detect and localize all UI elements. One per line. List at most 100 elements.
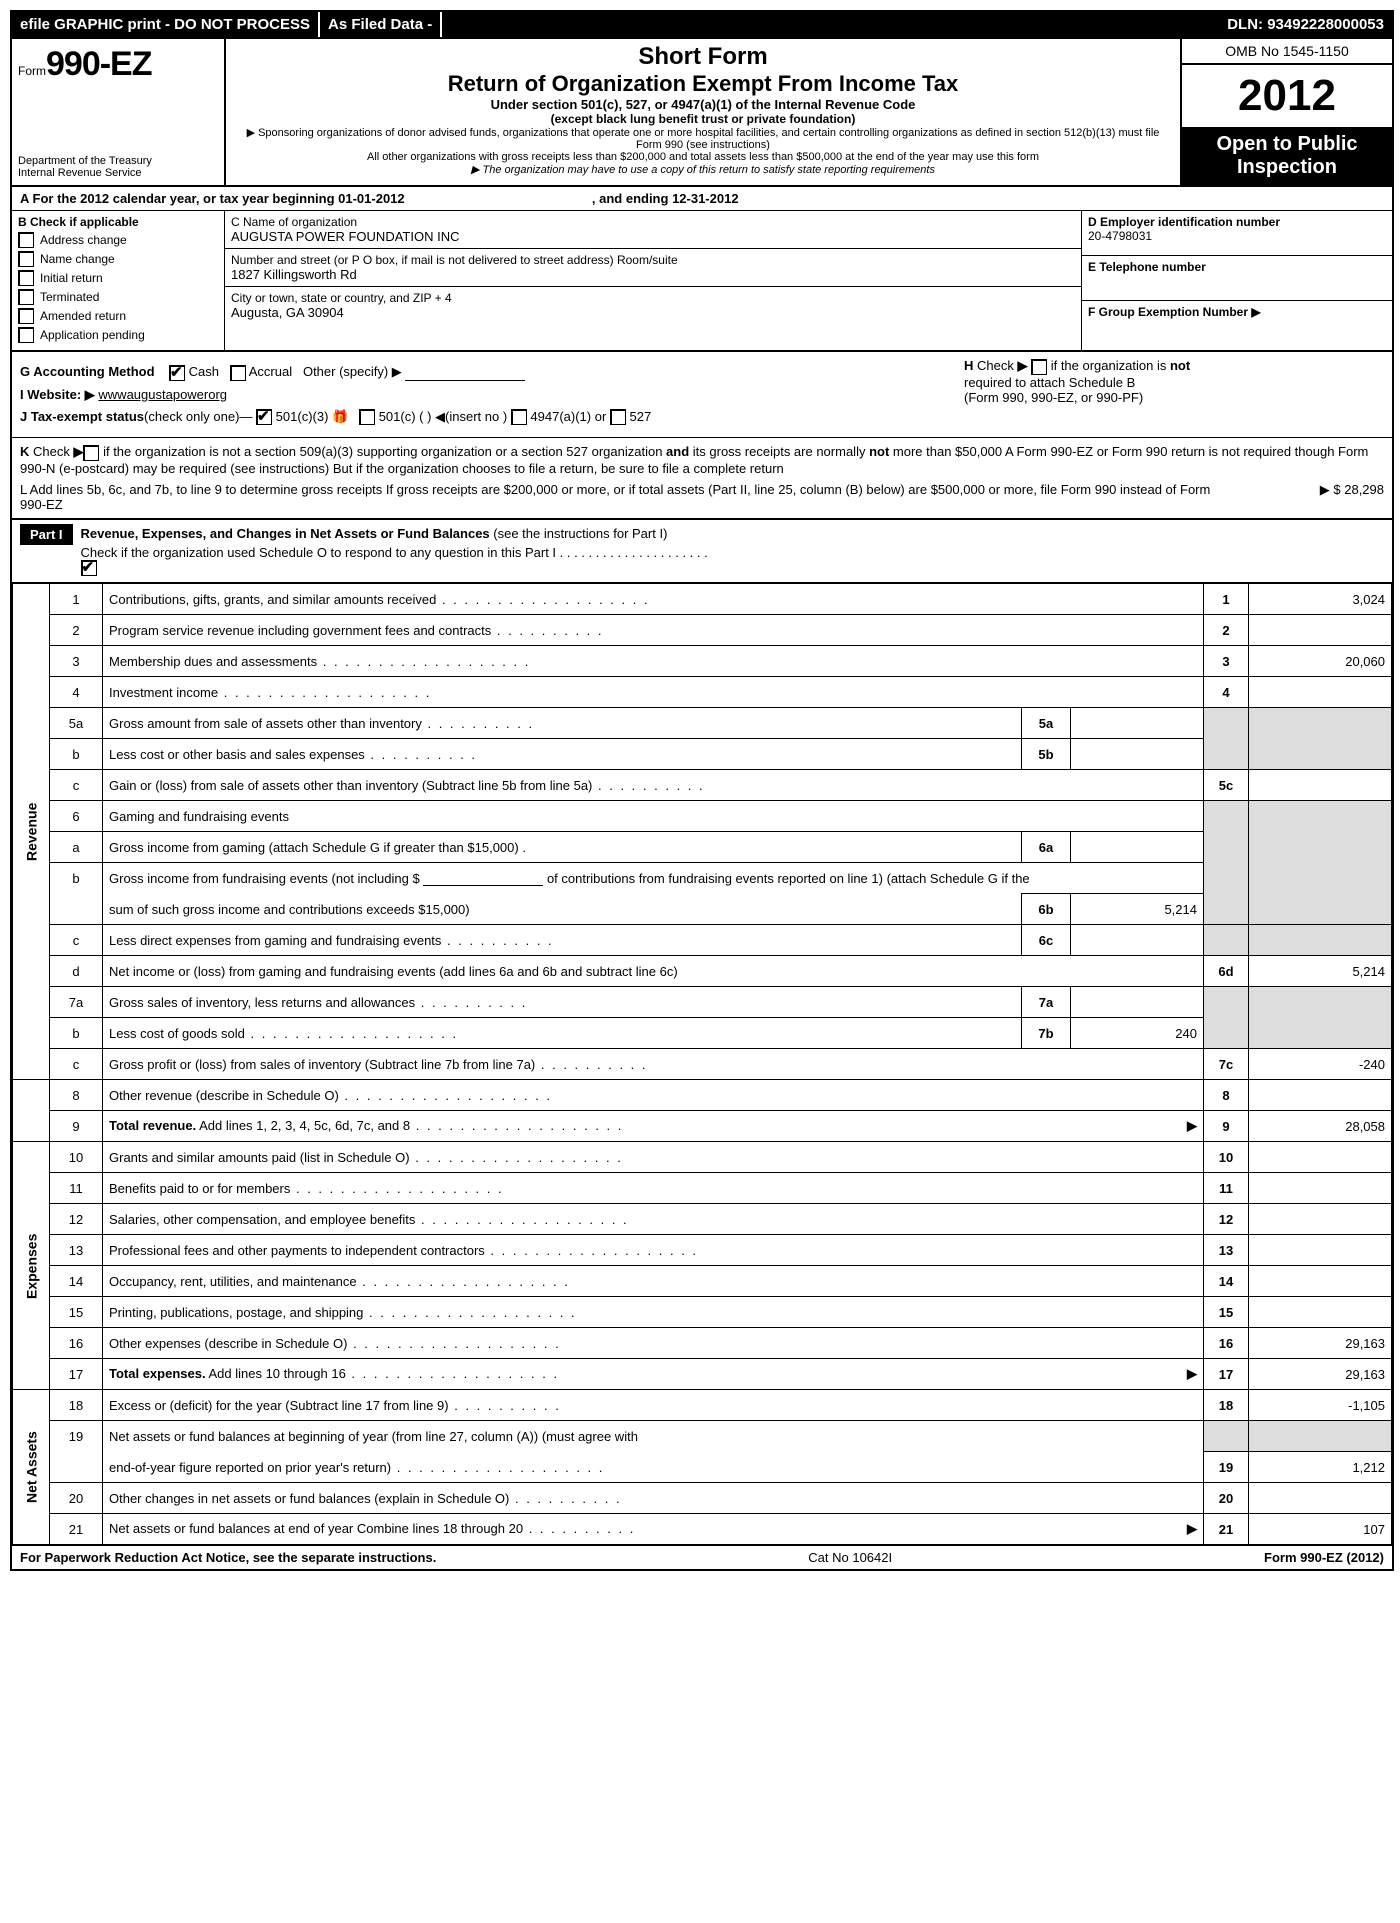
val-5c [1249,770,1392,801]
val-3: 20,060 [1249,646,1392,677]
val-6b: 5,214 [1071,894,1204,925]
val-5b [1071,739,1204,770]
val-5a [1071,708,1204,739]
org-name: AUGUSTA POWER FOUNDATION INC [231,229,1075,244]
b-header: B Check if applicable [18,215,218,229]
chk-address-change[interactable] [18,232,34,248]
val-16: 29,163 [1249,1328,1392,1359]
chk-accrual[interactable] [230,365,246,381]
part1-header: Part I Revenue, Expenses, and Changes in… [12,520,1392,584]
block-kl: K Check ▶ if the organization is not a s… [12,438,1392,520]
val-17: 29,163 [1249,1359,1392,1390]
form-number: 990-EZ [46,45,152,83]
header-right: OMB No 1545-1150 2012 Open to Public Ins… [1182,39,1392,185]
val-10 [1249,1142,1392,1173]
as-filed: As Filed Data - [320,12,442,37]
vlabel-revenue: Revenue [13,584,50,1080]
row-a-tax-year: A For the 2012 calendar year, or tax yea… [12,187,1392,211]
col-c-org: C Name of organization AUGUSTA POWER FOU… [225,211,1082,350]
chk-501c[interactable] [359,409,375,425]
form-page: efile GRAPHIC print - DO NOT PROCESS As … [10,10,1394,1571]
col-de: D Employer identification number 20-4798… [1082,211,1392,350]
sub-title: Under section 501(c), 527, or 4947(a)(1)… [234,97,1172,112]
footer-right: Form 990-EZ (2012) [1264,1550,1384,1565]
l-text: L Add lines 5b, 6c, and 7b, to line 9 to… [20,482,1224,512]
c-name-label: C Name of organization [231,215,1075,229]
form-id-box: Form990-EZ Department of the Treasury In… [12,39,226,185]
h-box: H Check ▶ if the organization is not req… [954,358,1384,431]
val-8 [1249,1080,1392,1111]
ein: 20-4798031 [1088,229,1386,243]
val-12 [1249,1204,1392,1235]
val-1: 3,024 [1249,584,1392,615]
val-14 [1249,1266,1392,1297]
chk-terminated[interactable] [18,289,34,305]
header: Form990-EZ Department of the Treasury In… [12,39,1392,187]
d-label: D Employer identification number [1088,215,1386,229]
tax-year: 2012 [1182,65,1392,127]
state-note: ▶ The organization may have to use a cop… [234,163,1172,176]
val-15 [1249,1297,1392,1328]
val-6d: 5,214 [1249,956,1392,987]
chk-schedule-o[interactable] [81,560,97,576]
val-2 [1249,615,1392,646]
val-18: -1,105 [1249,1390,1392,1421]
val-7c: -240 [1249,1049,1392,1080]
chk-name-change[interactable] [18,251,34,267]
val-7b: 240 [1071,1018,1204,1049]
e-label: E Telephone number [1088,260,1386,274]
block-ghi: G Accounting Method Cash Accrual Other (… [12,352,1392,438]
other-method-input[interactable] [405,380,525,381]
footer: For Paperwork Reduction Act Notice, see … [12,1545,1392,1569]
efile-notice: efile GRAPHIC print - DO NOT PROCESS [12,12,320,37]
val-20 [1249,1483,1392,1514]
ty-begin: 01-01-2012 [338,191,405,206]
chk-app-pending[interactable] [18,327,34,343]
i-label: I Website: ▶ [20,387,95,402]
header-center: Short Form Return of Organization Exempt… [226,39,1182,185]
sponsor-note: ▶ Sponsoring organizations of donor advi… [234,126,1172,151]
val-9: 28,058 [1249,1111,1392,1142]
omb-number: OMB No 1545-1150 [1182,39,1392,65]
org-street: 1827 Killingsworth Rd [231,267,1075,282]
footer-left: For Paperwork Reduction Act Notice, see … [20,1550,436,1565]
other-orgs-note: All other organizations with gross recei… [234,151,1172,163]
chk-527[interactable] [610,409,626,425]
chk-4947[interactable] [511,409,527,425]
g-label: G Accounting Method [20,364,155,379]
chk-cash[interactable] [169,365,185,381]
val-21: 107 [1249,1514,1392,1545]
val-7a [1071,987,1204,1018]
contrib-amount-input[interactable] [423,885,543,886]
dln: DLN: 93492228000053 [1219,12,1392,37]
val-4 [1249,677,1392,708]
main-title: Return of Organization Exempt From Incom… [234,71,1172,97]
chk-initial-return[interactable] [18,270,34,286]
l-value: ▶ $ 28,298 [1224,482,1384,512]
top-bar: efile GRAPHIC print - DO NOT PROCESS As … [12,12,1392,39]
irs: Internal Revenue Service [18,167,152,179]
chk-k[interactable] [83,445,99,461]
dept-treasury: Department of the Treasury [18,155,152,167]
chk-schedule-b[interactable] [1031,359,1047,375]
val-6a [1071,832,1204,863]
val-11 [1249,1173,1392,1204]
chk-amended[interactable] [18,308,34,324]
vlabel-netassets: Net Assets [13,1390,50,1545]
block-bcde: B Check if applicable Address change Nam… [12,211,1392,352]
part1-title: Revenue, Expenses, and Changes in Net As… [81,526,490,541]
short-form-title: Short Form [234,43,1172,71]
chk-501c3[interactable] [256,409,272,425]
paren-note: (except black lung benefit trust or priv… [234,112,1172,126]
c-city-label: City or town, state or country, and ZIP … [231,291,1075,305]
org-city: Augusta, GA 30904 [231,305,1075,320]
vlabel-expenses: Expenses [13,1142,50,1390]
form-prefix: Form [18,64,46,78]
footer-mid: Cat No 10642I [808,1550,892,1565]
website: wwwaugustapowerorg [98,387,227,402]
val-13 [1249,1235,1392,1266]
lines-table: Revenue 1 Contributions, gifts, grants, … [12,583,1392,1545]
c-street-label: Number and street (or P O box, if mail i… [231,253,1075,267]
val-19: 1,212 [1249,1452,1392,1483]
col-b-checks: B Check if applicable Address change Nam… [12,211,225,350]
